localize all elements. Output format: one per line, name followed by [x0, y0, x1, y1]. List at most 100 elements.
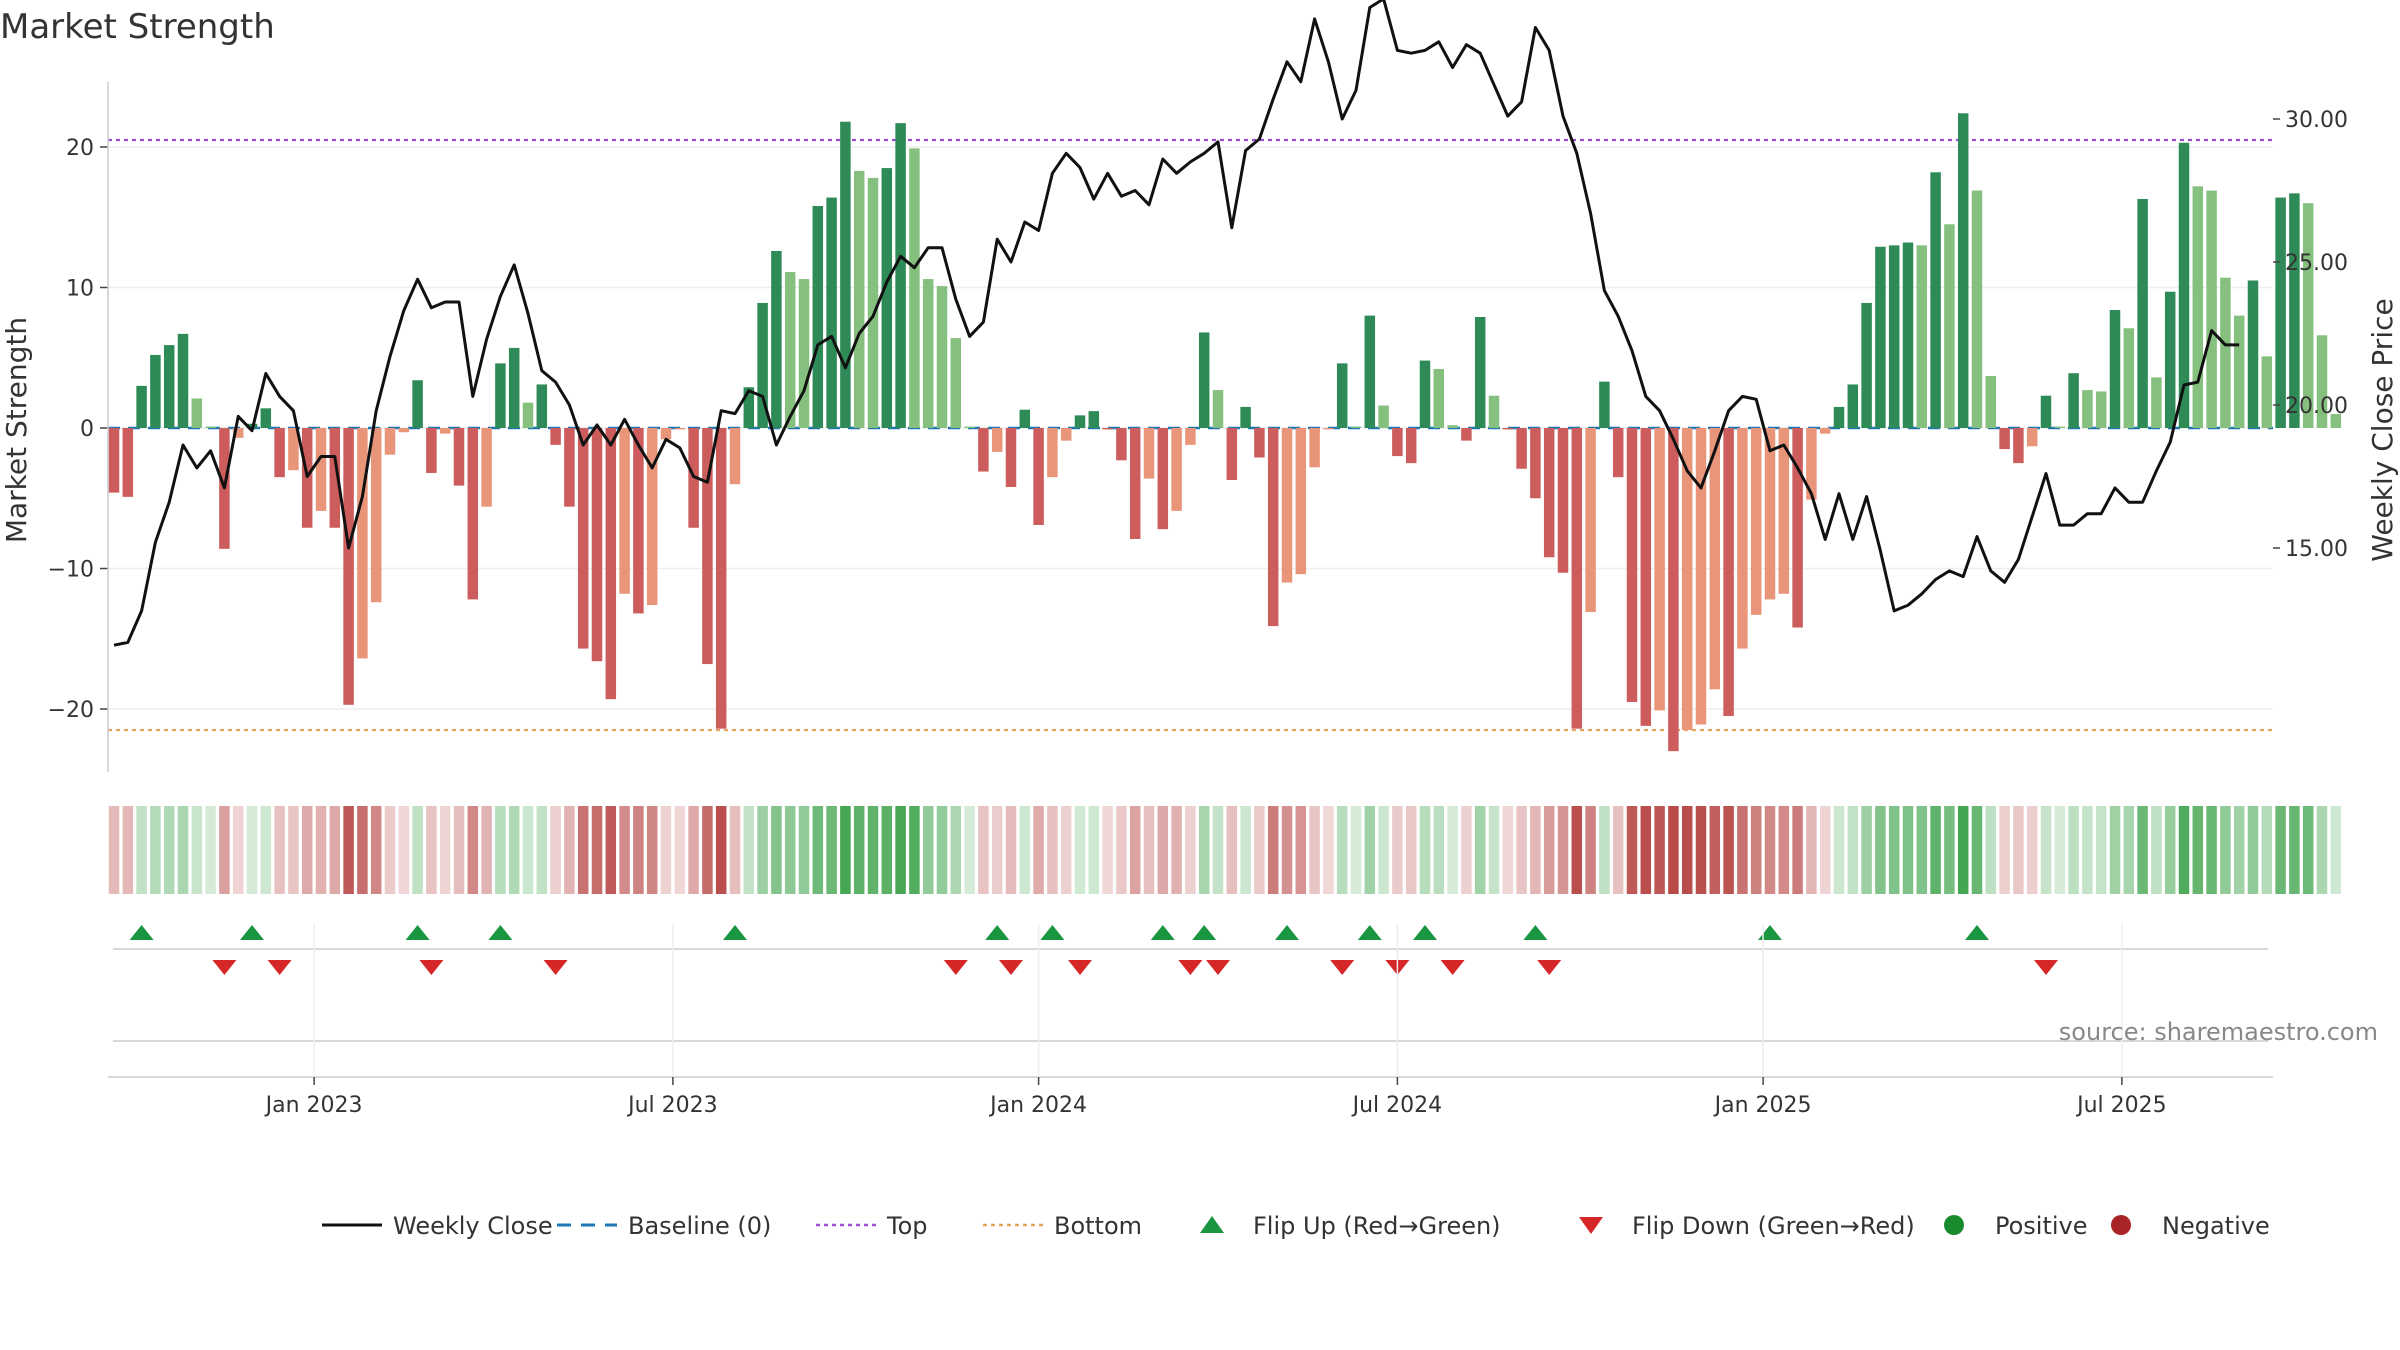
heat-cell: [743, 806, 755, 894]
heat-cell: [2302, 806, 2314, 894]
strength-bar: [1875, 246, 1886, 428]
heat-cell: [2247, 806, 2259, 894]
date-tick-label: Jul 2024: [1351, 1093, 1443, 1118]
strength-bar: [1488, 395, 1500, 428]
strength-bar: [646, 428, 658, 606]
strength-bar: [1599, 381, 1610, 428]
heat-cell: [577, 806, 589, 894]
strength-bar: [1267, 428, 1279, 627]
strength-bar: [1681, 428, 1693, 731]
left-tick-label: 10: [66, 277, 94, 302]
strength-bar: [1930, 172, 1941, 428]
strength-bar: [1171, 428, 1182, 511]
heat-cell: [1875, 806, 1886, 894]
strength-bar: [1695, 428, 1707, 725]
strength-bar: [177, 333, 189, 428]
heat-cell: [1364, 806, 1376, 894]
heat-cell: [136, 806, 147, 894]
strength-bar: [398, 428, 410, 433]
flip-up-marker: [1523, 925, 1548, 940]
heat-cell: [384, 806, 396, 894]
heat-cell: [550, 806, 561, 894]
strength-bar: [2164, 291, 2176, 428]
strength-bar: [1543, 428, 1555, 558]
strength-bar: [936, 286, 948, 428]
heat-cell: [991, 806, 1003, 894]
strength-bar: [1295, 428, 1307, 575]
heat-cell: [591, 806, 603, 894]
heat-cell: [1819, 806, 1831, 894]
strength-bar: [2151, 377, 2162, 428]
heat-cell: [964, 806, 975, 894]
legend-label: Flip Up (Red→Green): [1253, 1212, 1501, 1240]
strength-bar: [1888, 245, 1900, 428]
heat-cell: [177, 806, 189, 894]
strength-bar: [1585, 428, 1596, 613]
heat-cell: [1157, 806, 1169, 894]
flip-down-marker: [267, 960, 292, 975]
heat-cell: [1198, 806, 1210, 894]
strength-bar: [467, 428, 479, 600]
y-axis-right-label: Weekly Close Price: [2366, 298, 2399, 561]
strength-bar: [743, 387, 755, 428]
heat-cell: [1737, 806, 1748, 894]
strength-bar: [881, 168, 893, 428]
flip-up-marker: [1413, 925, 1437, 940]
heat-cell: [2316, 806, 2328, 894]
heat-cell: [163, 806, 175, 894]
strength-bar: [564, 428, 575, 507]
strength-bar: [1640, 428, 1652, 726]
heat-cell: [1916, 806, 1928, 894]
heat-cell: [1295, 806, 1307, 894]
strength-bar: [1378, 405, 1389, 428]
strength-bar: [1033, 428, 1044, 525]
heat-cell: [232, 806, 244, 894]
heat-cell: [784, 806, 796, 894]
strength-bar: [1419, 360, 1431, 428]
date-tick-label: Jan 2025: [1713, 1093, 1812, 1118]
heat-cell: [426, 806, 437, 894]
strength-bar: [1281, 428, 1293, 583]
heat-cell: [1957, 806, 1969, 894]
heat-cell: [1171, 806, 1182, 894]
flip-down-marker: [212, 960, 237, 975]
heat-cell: [1433, 806, 1445, 894]
heat-cell: [246, 806, 258, 894]
strength-bar: [895, 123, 906, 429]
strength-bar: [288, 428, 299, 471]
flip-up-marker: [985, 925, 1010, 940]
left-tick-label: 20: [66, 136, 94, 161]
strength-bar: [1461, 428, 1472, 441]
strength-bar: [2178, 142, 2190, 428]
strength-bar: [1668, 428, 1679, 752]
strength-bar: [1502, 428, 1514, 430]
heat-cell: [508, 806, 520, 894]
strength-bar: [453, 428, 465, 486]
strength-bar: [1254, 428, 1265, 458]
heat-cell: [288, 806, 299, 894]
strength-bar: [2123, 328, 2135, 428]
heat-cell: [2330, 806, 2342, 894]
strength-bar: [205, 426, 216, 428]
heat-cell: [1226, 806, 1238, 894]
strength-bar: [2068, 373, 2079, 428]
heat-cell: [1047, 806, 1058, 894]
strength-bar: [1226, 428, 1238, 480]
heat-cell: [1502, 806, 1514, 894]
heat-cell: [1212, 806, 1224, 894]
heat-cell: [1750, 806, 1762, 894]
strength-bar: [798, 279, 810, 428]
heat-cell: [2095, 806, 2107, 894]
heat-cell: [881, 806, 893, 894]
right-tick-label: 15.00: [2285, 537, 2348, 562]
strength-bar: [1364, 315, 1376, 428]
heat-cell: [1405, 806, 1417, 894]
heat-cell: [1474, 806, 1486, 894]
heat-cell: [1447, 806, 1458, 894]
strength-bar: [2095, 391, 2107, 428]
heat-cell: [1240, 806, 1251, 894]
flip-up-marker: [488, 925, 513, 940]
heat-cell: [1599, 806, 1610, 894]
legend-label: Positive: [1995, 1212, 2088, 1240]
heat-cell: [564, 806, 575, 894]
